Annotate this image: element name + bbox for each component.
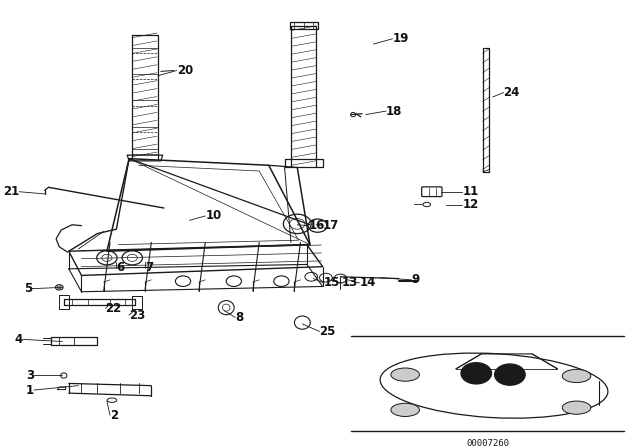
Text: 21: 21 <box>3 185 19 198</box>
Text: 20: 20 <box>177 64 193 77</box>
Text: 1: 1 <box>26 383 34 396</box>
Ellipse shape <box>563 401 591 414</box>
Text: 13: 13 <box>342 276 358 289</box>
Text: 22: 22 <box>106 302 122 315</box>
Text: 25: 25 <box>319 325 336 338</box>
Text: 12: 12 <box>462 198 479 211</box>
Text: 4: 4 <box>15 333 23 346</box>
Text: 24: 24 <box>504 86 520 99</box>
Text: 16: 16 <box>308 219 325 232</box>
Text: 8: 8 <box>235 311 243 324</box>
Text: 23: 23 <box>129 309 145 322</box>
Circle shape <box>461 363 492 384</box>
Text: 5: 5 <box>24 282 32 295</box>
Text: 00007260: 00007260 <box>466 439 509 448</box>
Circle shape <box>495 364 525 385</box>
Text: 6: 6 <box>116 261 125 274</box>
Text: 2: 2 <box>110 409 118 422</box>
Ellipse shape <box>563 369 591 383</box>
Text: 10: 10 <box>205 210 221 223</box>
Text: 11: 11 <box>462 185 479 198</box>
Text: 14: 14 <box>360 276 376 289</box>
Text: 9: 9 <box>412 273 420 286</box>
Ellipse shape <box>391 403 419 417</box>
Text: 15: 15 <box>324 276 340 289</box>
Text: 7: 7 <box>145 261 153 274</box>
Text: 18: 18 <box>386 104 403 117</box>
Ellipse shape <box>391 368 419 381</box>
Text: 19: 19 <box>392 32 409 45</box>
Text: 17: 17 <box>323 219 339 232</box>
Text: 3: 3 <box>26 369 34 382</box>
